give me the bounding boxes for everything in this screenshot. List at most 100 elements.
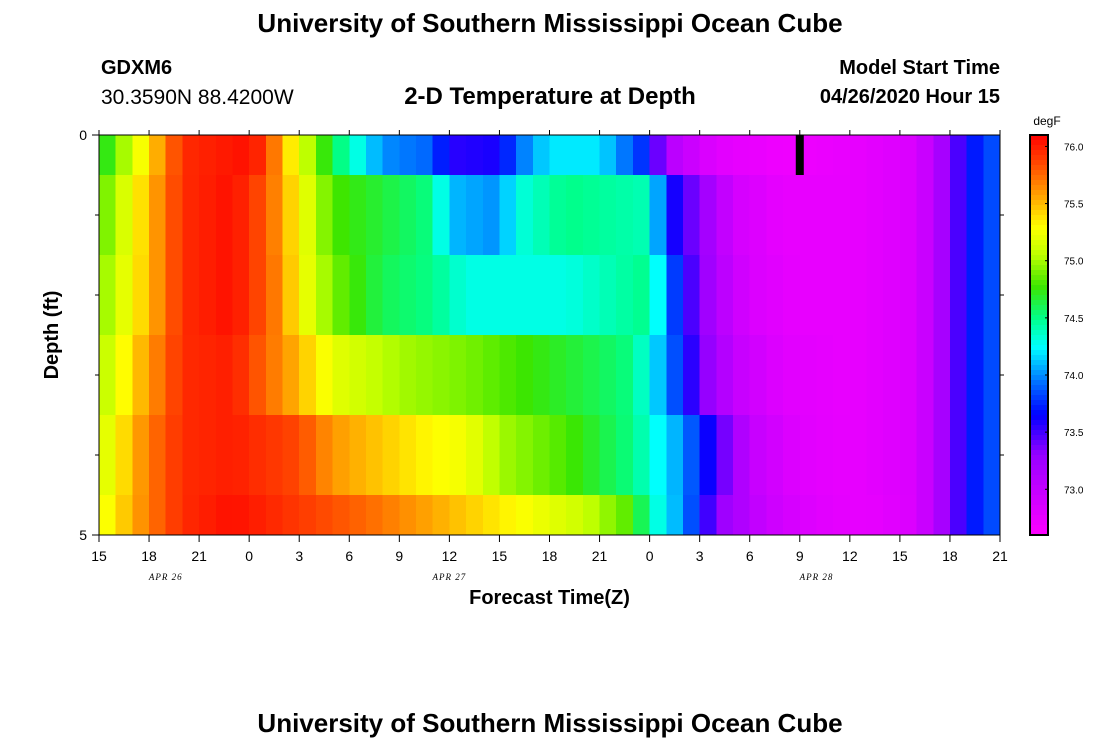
heatmap-cell [816,175,834,255]
colorbar-swatch [1030,450,1048,456]
colorbar-swatch [1030,195,1048,201]
heatmap-cell [666,415,684,495]
y-axis: 05 [79,127,1004,543]
colorbar-swatch [1030,235,1048,241]
heatmap-cell [349,135,367,175]
heatmap-cell [566,175,584,255]
heatmap-cell [783,175,801,255]
heatmap-cell [949,175,968,255]
heatmap-cell [949,255,968,335]
heatmap-cell [582,175,601,255]
colorbar-swatch [1030,360,1048,366]
heatmap-cell [766,175,784,255]
colorbar-swatch [1030,260,1048,266]
heatmap-cell [833,495,851,535]
heatmap-cell [416,135,434,175]
heatmap-cell [933,335,951,415]
heatmap-cell [265,335,284,415]
heatmap-cell [132,135,150,175]
x-axis: 15 18 21 0 3 6 9 12 15 18 21 0 3 6 9 12 15 18 21 [91,130,1008,564]
heatmap-cell [199,255,217,335]
heatmap-cell [649,135,667,175]
date-label: APR 28 [799,572,834,582]
heatmap-cell [599,175,617,255]
colorbar-swatch [1030,140,1048,146]
heatmap-cell [682,335,701,415]
heatmap-cell [616,135,634,175]
heatmap-cell [899,495,918,535]
heatmap-cell [866,415,884,495]
heatmap-cell [382,495,400,535]
x-tick-label: 18 [542,548,558,564]
heatmap-cell [632,495,651,535]
page-title: University of Southern Mississippi Ocean… [257,8,843,38]
heatmap-cell [949,415,968,495]
heatmap-cell [265,415,284,495]
heatmap-cell [532,335,551,415]
heatmap-cell [632,255,651,335]
colorbar-swatch [1030,405,1048,411]
heatmap-cell [399,335,417,415]
colorbar-swatch [1030,515,1048,521]
heatmap-cell [616,175,634,255]
heatmap-cell [115,255,133,335]
heatmap-cell [332,495,350,535]
heatmap-cell [582,335,601,415]
heatmap-cell [632,415,651,495]
heatmap-cell [599,415,617,495]
heatmap-cell [349,335,367,415]
heatmap-cell [966,255,984,335]
heatmap-cell [215,255,234,335]
heatmap-cell [466,495,484,535]
heatmap-cell [833,255,851,335]
y-tick-label: 0 [79,127,87,143]
heatmap-cell [232,495,250,535]
colorbar-swatch [1030,300,1048,306]
x-tick-label: 9 [796,548,804,564]
heatmap-cell [632,335,651,415]
heatmap-cell [499,255,517,335]
heatmap-cell [616,495,634,535]
colorbar-unit: degF [1033,114,1060,128]
colorbar-swatch [1030,520,1048,526]
heatmap-cell [399,175,417,255]
heatmap-cell [182,255,200,335]
heatmap-cell [582,135,601,175]
heatmap-cell [966,135,984,175]
heatmap-cell [115,135,133,175]
colorbar-swatch [1030,510,1048,516]
heatmap-cell [616,415,634,495]
heatmap-cell [549,495,567,535]
colorbar-tick-label: 74.5 [1064,314,1084,325]
colorbar-swatch [1030,475,1048,481]
colorbar-swatch [1030,455,1048,461]
heatmap-cell [365,415,384,495]
heatmap-cell [132,175,150,255]
heatmap-cell [849,415,868,495]
heatmap-cell [165,135,184,175]
heatmap-cell [265,135,284,175]
heatmap-cell [632,175,651,255]
heatmap-cell [499,175,517,255]
time-marker [795,135,804,175]
heatmap-cell [532,495,551,535]
date-label: APR 27 [432,572,467,582]
heatmap-cell [666,135,684,175]
heatmap-cell [699,495,717,535]
heatmap-cell [99,135,117,175]
heatmap-cell [783,335,801,415]
heatmap-cell [916,495,934,535]
heatmap-cell [899,335,918,415]
heatmap-cell [616,335,634,415]
heatmap-cell [332,255,350,335]
heatmap-cell [516,495,534,535]
heatmap-cell [165,335,184,415]
colorbar-swatch [1030,250,1048,256]
colorbar-swatch [1030,165,1048,171]
colorbar-swatch [1030,240,1048,246]
heatmap-cell [916,335,934,415]
heatmap-cell [249,335,267,415]
colorbar-swatch [1030,425,1048,431]
heatmap-cell [833,335,851,415]
heatmap-cell [399,255,417,335]
